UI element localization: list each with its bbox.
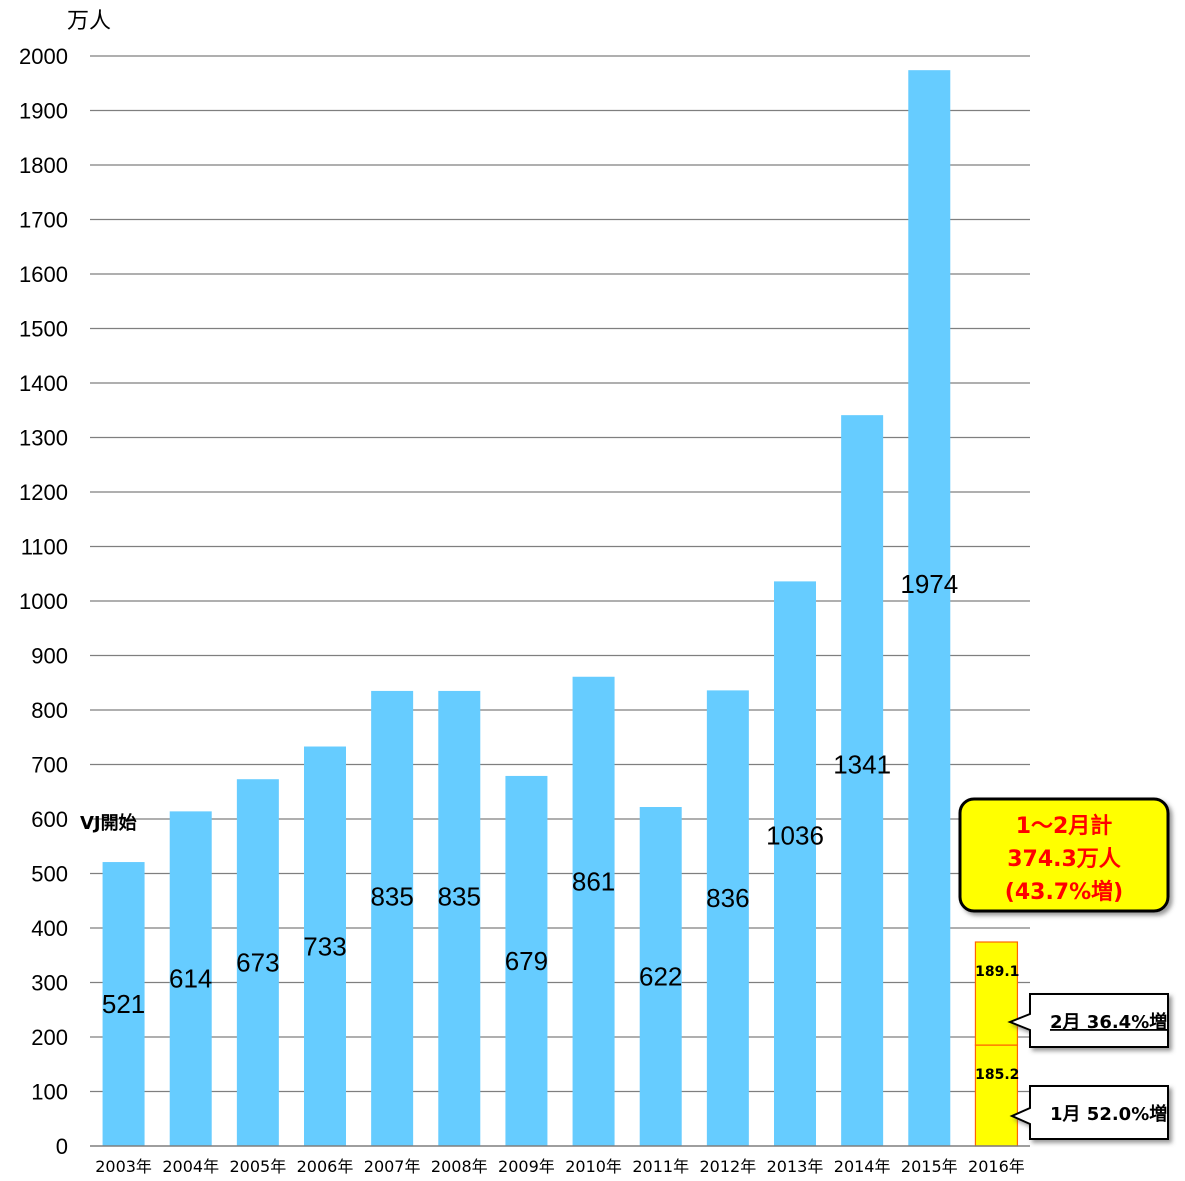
unit-label: 万人 bbox=[67, 9, 111, 34]
y-tick-label: 1300 bbox=[19, 426, 68, 451]
y-tick-label: 600 bbox=[31, 807, 68, 832]
bar bbox=[572, 676, 615, 1146]
segment-label: 185.2 bbox=[975, 1067, 1019, 1083]
y-tick-label: 1400 bbox=[19, 371, 68, 396]
data-label: 614 bbox=[169, 964, 212, 994]
bar bbox=[304, 746, 346, 1146]
data-label: 835 bbox=[438, 881, 481, 911]
x-tick-label: 2006年 bbox=[297, 1157, 354, 1176]
feb-callout-text: 2月 36.4%増 bbox=[1050, 1011, 1167, 1033]
y-tick-label: 200 bbox=[31, 1025, 68, 1050]
vj-start-note: VJ開始 bbox=[80, 812, 137, 834]
x-tick-label: 2015年 bbox=[901, 1157, 958, 1176]
data-label: 1341 bbox=[833, 750, 891, 780]
bar bbox=[505, 775, 548, 1146]
data-label: 835 bbox=[370, 881, 413, 911]
bar bbox=[841, 415, 884, 1146]
x-tick-label: 2013年 bbox=[767, 1157, 824, 1176]
x-tick-label: 2011年 bbox=[632, 1157, 689, 1176]
bar-segment bbox=[974, 1044, 1019, 1147]
y-tick-label: 0 bbox=[56, 1134, 68, 1159]
segment-label: 189.1 bbox=[975, 964, 1019, 980]
y-tick-label: 800 bbox=[31, 698, 68, 723]
bar bbox=[639, 807, 682, 1146]
data-label: 622 bbox=[639, 962, 682, 992]
x-tick-label: 2012年 bbox=[699, 1157, 756, 1176]
bar bbox=[438, 690, 481, 1146]
y-tick-label: 300 bbox=[31, 971, 68, 996]
x-tick-label: 2014年 bbox=[834, 1157, 891, 1176]
y-tick-label: 400 bbox=[31, 916, 68, 941]
summary-line-2: 374.3万人 bbox=[1007, 847, 1121, 872]
x-tick-label: 2008年 bbox=[431, 1157, 488, 1176]
bar bbox=[236, 779, 279, 1146]
bar bbox=[774, 581, 816, 1146]
x-tick-label: 2007年 bbox=[364, 1157, 421, 1176]
y-axis-ticks: 0 100 200 300 400 500 600 700 800 900 1000 1100 1200… bbox=[19, 44, 68, 1159]
y-tick-label: 1700 bbox=[19, 208, 68, 233]
data-label: 1974 bbox=[900, 569, 958, 599]
gridlines bbox=[90, 55, 1030, 1093]
x-tick-label: 2009年 bbox=[498, 1157, 555, 1176]
y-tick-label: 500 bbox=[31, 862, 68, 887]
bar-segment bbox=[974, 941, 1019, 1046]
y-tick-label: 1900 bbox=[19, 99, 68, 124]
x-tick-label: 2004年 bbox=[162, 1157, 219, 1176]
bar bbox=[908, 70, 951, 1146]
jan-callout: 1月 52.0%増 bbox=[1009, 1085, 1169, 1140]
jan-callout-box bbox=[1009, 1085, 1169, 1140]
y-tick-label: 900 bbox=[31, 644, 68, 669]
feb-callout-box bbox=[1007, 993, 1169, 1048]
data-label: 733 bbox=[303, 931, 346, 961]
data-labels: 521 614 673 733 835 835 679 861 622 836 1036 1341 19… bbox=[102, 569, 958, 1019]
y-tick-label: 100 bbox=[31, 1080, 68, 1105]
y-tick-label: 1100 bbox=[21, 535, 68, 560]
bar bbox=[706, 690, 749, 1146]
data-label: 836 bbox=[706, 883, 749, 913]
bar bbox=[371, 690, 414, 1146]
data-label: 521 bbox=[102, 989, 145, 1019]
data-label: 679 bbox=[505, 946, 548, 976]
summary-line-3: (43.7%増) bbox=[1005, 879, 1123, 905]
summary-callout: 1～2月計 374.3万人 (43.7%増) bbox=[958, 797, 1170, 913]
summary-callout-box bbox=[958, 797, 1170, 913]
jan-callout-text: 1月 52.0%増 bbox=[1050, 1103, 1167, 1125]
summary-line-1: 1～2月計 bbox=[1016, 813, 1113, 839]
stacked-bar-2016: 185.2 189.1 bbox=[974, 941, 1019, 1147]
bars bbox=[102, 70, 951, 1146]
x-tick-label: 2005年 bbox=[229, 1157, 286, 1176]
y-tick-label: 1200 bbox=[19, 480, 68, 505]
y-tick-label: 1600 bbox=[19, 262, 68, 287]
bar bbox=[169, 811, 212, 1146]
data-label: 861 bbox=[572, 866, 615, 896]
bar bbox=[102, 862, 145, 1146]
y-tick-label: 1800 bbox=[19, 153, 68, 178]
x-axis-categories: 2003年 2004年 2005年 2006年 2007年 2008年 2009年 2010年… bbox=[95, 1157, 1025, 1176]
y-tick-label: 700 bbox=[31, 753, 68, 778]
y-tick-label: 1000 bbox=[19, 589, 68, 614]
y-tick-label: 1500 bbox=[19, 317, 68, 342]
feb-callout: 2月 36.4%増 bbox=[1007, 993, 1169, 1048]
x-tick-label: 2003年 bbox=[95, 1157, 152, 1176]
data-label: 673 bbox=[236, 948, 279, 978]
x-tick-label: 2016年 bbox=[968, 1157, 1025, 1176]
x-tick-label: 2010年 bbox=[565, 1157, 622, 1176]
data-label: 1036 bbox=[766, 821, 824, 851]
y-tick-label: 2000 bbox=[19, 44, 68, 69]
